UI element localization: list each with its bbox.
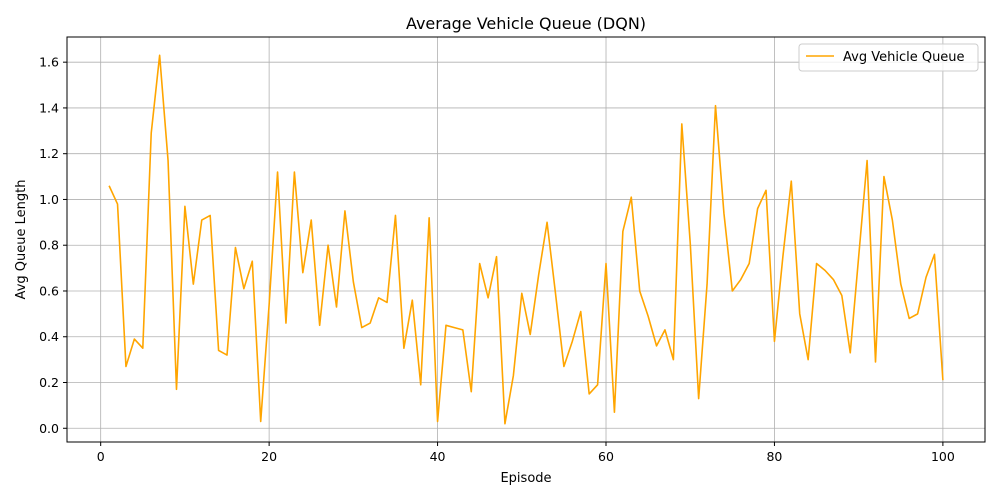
- grid: [67, 37, 985, 442]
- legend-box: [798, 43, 979, 72]
- x-tick-label: 100: [931, 449, 955, 464]
- x-tick-label: 20: [261, 449, 277, 464]
- y-tick-label: 1.4: [39, 100, 59, 115]
- series-line: [108, 54, 944, 425]
- y-tick-label: 0.0: [39, 421, 59, 436]
- y-tick-label: 0.2: [39, 375, 59, 390]
- x-tick-label: 60: [598, 449, 614, 464]
- y-tick-label: 1.2: [39, 146, 59, 161]
- plot-frame: [66, 36, 986, 443]
- y-tick-label: 0.6: [39, 283, 59, 298]
- x-tick-label: 80: [766, 449, 782, 464]
- legend-entry-label: Avg Vehicle Queue: [843, 50, 965, 65]
- y-tick-label: 0.8: [39, 238, 59, 253]
- y-tick-label: 1.0: [39, 192, 59, 207]
- y-tick-label: 0.4: [39, 329, 59, 344]
- y-axis-ticks: 0.0 0.2 0.4 0.6 0.8 1.0 1.2 1.4 1.6: [39, 55, 67, 436]
- y-axis-label: Avg Queue Length: [14, 180, 29, 300]
- legend: Avg Vehicle Queue: [798, 43, 979, 72]
- y-tick-label: 1.6: [39, 55, 59, 70]
- chart-title: Average Vehicle Queue (DQN): [406, 14, 646, 33]
- series-layer: [108, 54, 944, 425]
- x-tick-label: 40: [430, 449, 446, 464]
- x-tick-label: 0: [97, 449, 105, 464]
- x-axis-label: Episode: [500, 471, 551, 486]
- x-axis-ticks: 0 20 40 60 80 100: [97, 442, 955, 464]
